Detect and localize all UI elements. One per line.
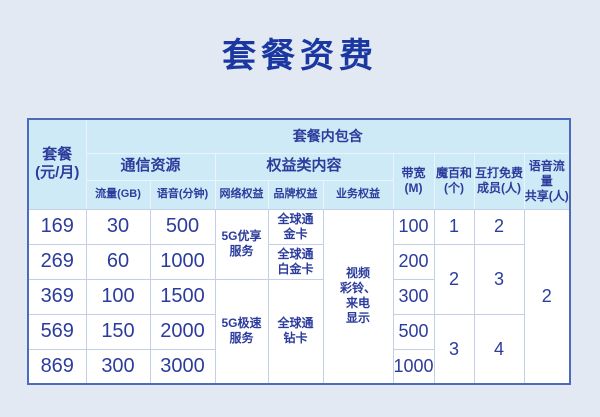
cell-voice-min: 2000 [149,313,216,350]
header-package: 套餐 (元/月) [27,118,87,210]
header-row-2: 通信资源 权益类内容 带宽 (M) 魔百和 (个) 互打免费 成员(人) 语音流… [28,152,571,210]
header-service-benefit: 业务权益 [322,179,394,210]
cell-voice-min: 500 [149,208,216,245]
table-row-869: 869 300 3000 1000 [27,348,570,385]
header-mobaihe: 魔百和 (个) [433,152,475,210]
table-row-369: 369 100 1500 5G极速 服务 全球通 钻卡 300 [27,278,570,385]
table-row-569: 569 150 2000 500 3 4 [27,313,570,385]
cell-brand-platinum: 全球通 白金卡 [267,243,324,280]
header-row-3: 流量(GB) 语音(分钟) 网络权益 品牌权益 业务权益 [28,179,570,210]
cell-voice-min: 1000 [149,243,216,280]
page-title: 套餐资费 [222,37,378,75]
cell-members: 2 [473,208,525,245]
cell-voice-sharing: 2 [523,208,571,385]
cell-service-benefit: 视频 彩铃、 来电 显示 [322,208,394,385]
header-included: 套餐内包含 [85,118,571,154]
cell-bandwidth: 200 [392,243,435,280]
cell-data-gb: 60 [85,243,151,280]
header-voice-data-sharing: 语音流量 共享(人) [523,152,571,210]
header-network-benefit: 网络权益 [214,179,269,210]
cell-members: 3 [473,243,525,315]
cell-members: 4 [473,313,525,385]
cell-mobaihe: 1 [433,208,475,245]
cell-price: 569 [27,313,87,350]
cell-price: 169 [27,208,87,245]
cell-data-gb: 300 [85,348,151,385]
cell-bandwidth: 300 [392,278,435,315]
header-comm-resources: 通信资源 [85,152,216,181]
table-row-169: 169 30 500 5G优享 服务 全球通 金卡 视频 彩铃、 来电 显示 1… [27,208,571,385]
cell-voice-min: 1500 [149,278,216,315]
header-data-gb: 流量(GB) [85,179,151,210]
cell-data-gb: 30 [85,208,151,245]
cell-bandwidth: 1000 [392,348,435,385]
cell-brand-gold: 全球通 金卡 [267,208,324,245]
header-voice-min: 语音(分钟) [149,179,216,210]
cell-voice-min: 3000 [149,348,216,385]
cell-mobaihe: 2 [433,243,475,315]
cell-network-benefit-premium: 5G优享 服务 [214,208,269,280]
header-row-1: 套餐 (元/月) 套餐内包含 [27,118,571,210]
cell-bandwidth: 500 [392,313,435,350]
header-brand-benefit: 品牌权益 [267,179,324,210]
cell-price: 369 [27,278,87,315]
cell-data-gb: 100 [85,278,151,315]
header-bandwidth: 带宽 (M) [392,152,435,210]
cell-data-gb: 150 [85,313,151,350]
cell-price: 869 [27,348,87,385]
table-header: 套餐 (元/月) 套餐内包含 通信资源 权益类内容 带宽 (M) 魔百和 (个)… [27,118,571,210]
cell-network-benefit-extreme: 5G极速 服务 [214,278,269,385]
cell-bandwidth: 100 [392,208,435,245]
cell-price: 269 [27,243,87,280]
cell-brand-diamond: 全球通 钻卡 [267,278,324,385]
cell-mobaihe: 3 [433,313,475,385]
pricing-table: 套餐 (元/月) 套餐内包含 通信资源 权益类内容 带宽 (M) 魔百和 (个)… [27,118,572,385]
header-benefits-content: 权益类内容 [214,152,394,181]
header-free-mutual-members: 互打免费 成员(人) [473,152,525,210]
table-body: 169 30 500 5G优享 服务 全球通 金卡 视频 彩铃、 来电 显示 1… [27,208,571,385]
table-row-269: 269 60 1000 全球通 白金卡 200 2 3 [27,243,570,315]
